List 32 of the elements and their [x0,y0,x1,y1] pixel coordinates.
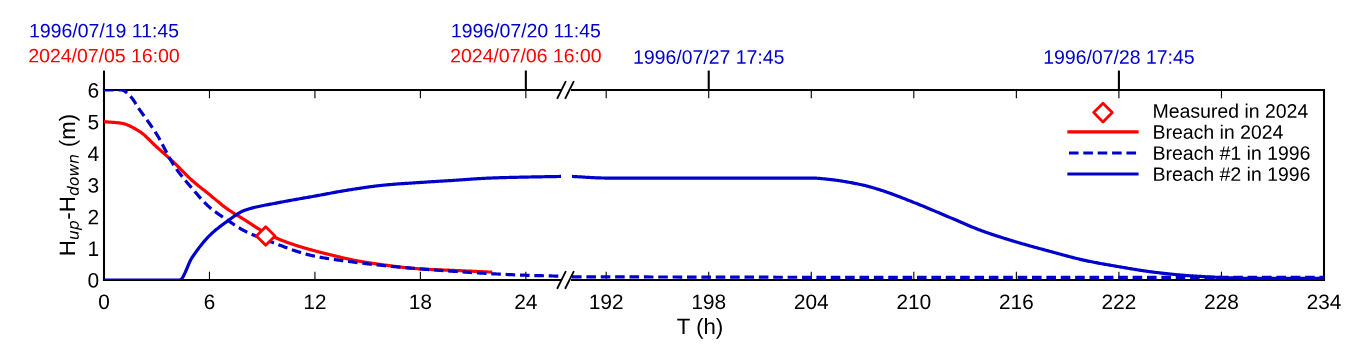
x-tick-label: 6 [204,294,215,310]
legend-label: Breach #2 in 1996 [1154,166,1310,182]
x2-tick-label: 1996/07/19 11:45 [30,23,179,38]
x-tick-label: 12 [304,294,326,309]
x2-tick-label: 1996/07/27 17:45 [634,49,784,64]
x-tick-label: 24 [515,294,537,309]
x2-tick-label: 1996/07/28 17:45 [1044,49,1194,64]
text: 2024/07/06 16:00 [451,48,601,63]
y-tick-label: 5 [88,114,99,130]
x-tick-label: 210 [897,294,931,310]
y-tick-label: 3 [88,178,99,193]
x-tick-label: 234 [1307,294,1341,310]
x-tick-label: 228 [1205,294,1238,310]
x-tick-label: 198 [692,294,726,310]
x-axis-title: T (h) [677,318,722,339]
y-tick-label: 1 [89,241,99,256]
x2-tick-label: 1996/07/20 11:45 [452,23,601,38]
x-tick-label: 0 [99,294,109,310]
y-tick-label: 2 [88,209,99,225]
legend-label: Breach in 2024 [1154,124,1283,139]
y-tick-label: 4 [88,146,99,161]
x-tick-label: 204 [794,294,829,310]
text: 2024/07/05 16:00 [29,48,179,63]
y-tick-label: 6 [88,83,99,98]
x-tick-label: 216 [1000,294,1033,310]
legend-label: Breach #1 in 1996 [1154,145,1310,160]
y-tick-label: 0 [88,273,99,288]
x-tick-label: 18 [410,294,432,310]
x-tick-label: 222 [1102,294,1136,309]
x-tick-label: 192 [590,294,623,310]
legend-label: Measured in 2024 [1154,103,1308,118]
y-axis-title: H$_{up}$-H$_{down}$ (m) [58,115,82,255]
